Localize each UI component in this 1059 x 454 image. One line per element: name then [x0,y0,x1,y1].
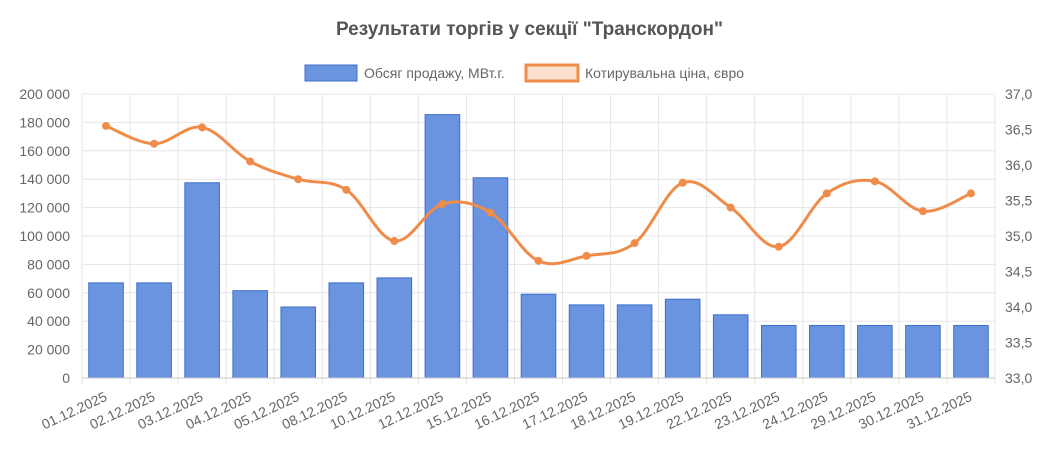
bar[interactable] [280,306,317,379]
y-left-tick-label: 80 000 [27,256,70,272]
price-point[interactable] [294,175,303,184]
price-point[interactable] [822,189,831,198]
price-point[interactable] [918,207,927,216]
bar[interactable] [568,304,605,379]
bar[interactable] [376,277,413,379]
price-point[interactable] [582,251,591,260]
price-point[interactable] [390,236,399,245]
price-point[interactable] [150,139,159,148]
bar[interactable] [712,314,749,379]
x-axis: 01.12.202502.12.202503.12.202504.12.2025… [39,377,995,432]
price-point[interactable] [870,177,879,186]
bar[interactable] [953,324,989,379]
grid [81,93,996,384]
y-left-tick-label: 20 000 [27,342,70,358]
y-left-tick-label: 120 000 [19,200,70,216]
bar[interactable] [760,324,797,379]
legend-label-volume: Обсяг продажу, МВт.г. [364,65,505,81]
bar[interactable] [905,324,941,379]
price-point[interactable] [438,200,447,209]
bar[interactable] [424,114,461,379]
y-right-tick-label: 35,0 [1005,228,1032,244]
y-left-tick-label: 0 [62,370,70,386]
y-left-tick-label: 60 000 [27,285,70,301]
line-series-price [102,121,975,266]
y-axis-left: 0 20 000 40 000 60 000 80 000 100 000 120 000 1… [19,86,70,386]
price-point[interactable] [102,121,111,130]
bar[interactable] [520,293,557,379]
y-left-tick-label: 160 000 [19,143,70,159]
legend-swatch-volume [304,64,358,82]
legend-label-price: Котирувальна ціна, євро [585,65,744,81]
price-point[interactable] [678,178,687,187]
y-right-tick-label: 34,5 [1005,264,1032,280]
y-left-tick-label: 180 000 [19,114,70,130]
price-point[interactable] [966,189,975,198]
y-right-tick-label: 35,5 [1005,193,1032,209]
y-left-tick-label: 40 000 [27,313,70,329]
bar[interactable] [809,324,845,379]
y-right-tick-label: 37,0 [1005,86,1032,102]
price-point[interactable] [342,185,351,194]
price-point[interactable] [486,208,495,217]
legend-item-volume[interactable]: Обсяг продажу, МВт.г. [304,64,505,82]
bar[interactable] [616,304,653,379]
price-point[interactable] [534,256,543,265]
legend: Обсяг продажу, МВт.г. Котирувальна ціна,… [304,63,744,83]
price-point[interactable] [246,157,255,166]
y-axis-right: 33,0 33,5 34,0 34,5 35,0 35,5 36,0 36,5 37,0 [1005,86,1032,386]
price-point[interactable] [726,203,735,212]
bar[interactable] [664,298,701,379]
legend-swatch-price [524,63,580,83]
legend-item-price[interactable]: Котирувальна ціна, євро [524,63,744,83]
price-point[interactable] [774,242,783,251]
y-left-tick-label: 100 000 [19,228,70,244]
y-right-tick-label: 34,0 [1005,299,1032,315]
bar[interactable] [232,290,268,379]
bar[interactable] [184,182,220,379]
bar[interactable] [328,282,365,379]
y-left-tick-label: 140 000 [19,171,70,187]
y-left-tick-label: 200 000 [19,86,70,102]
chart-title: Результати торгів у секції "Транскордон" [336,19,723,40]
y-right-tick-label: 33,0 [1005,370,1032,386]
price-point[interactable] [630,239,639,248]
bar[interactable] [88,282,124,379]
bar[interactable] [857,324,893,379]
bar-series-volume [88,114,989,379]
y-right-tick-label: 33,5 [1005,335,1032,351]
bar[interactable] [136,282,172,379]
y-right-tick-label: 36,5 [1005,122,1032,138]
price-point[interactable] [198,123,207,132]
price-line [105,124,972,266]
y-right-tick-label: 36,0 [1005,157,1032,173]
